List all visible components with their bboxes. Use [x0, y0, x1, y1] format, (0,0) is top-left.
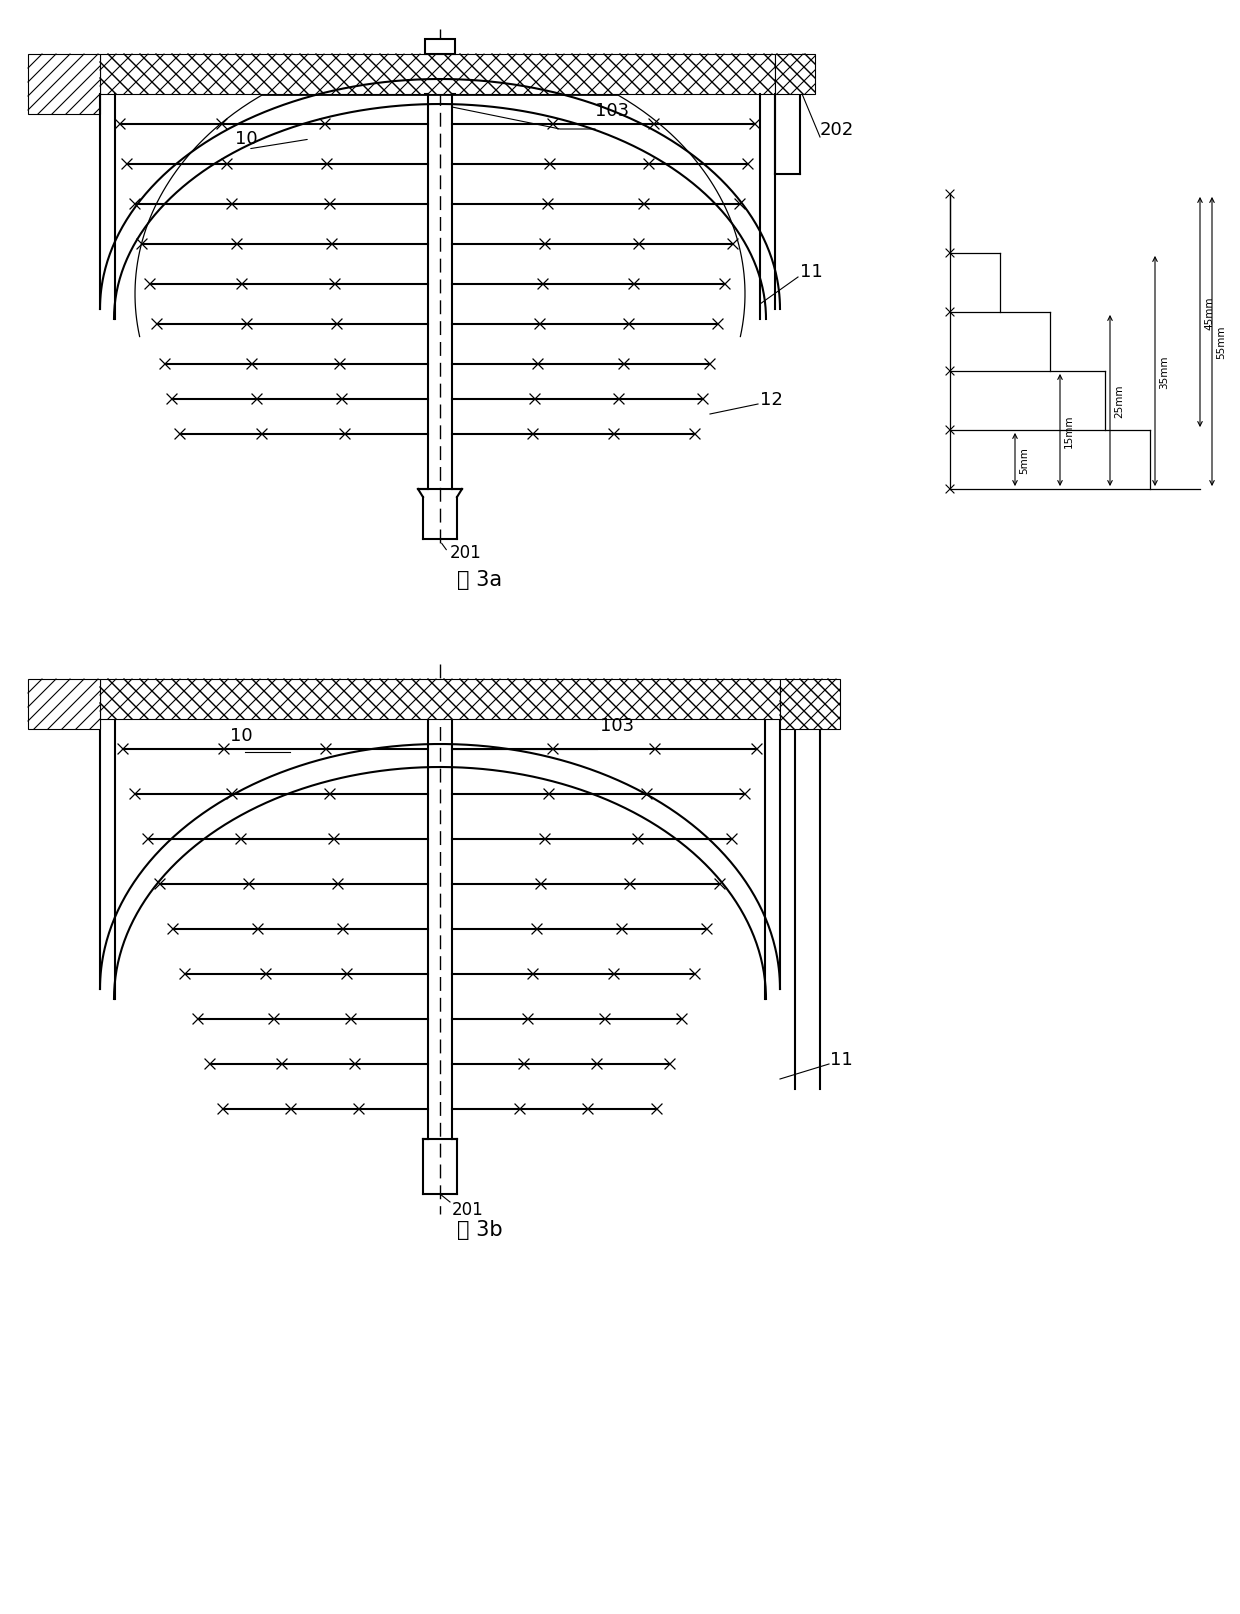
Text: 202: 202	[820, 121, 854, 139]
Text: 10: 10	[236, 129, 258, 148]
Text: 201: 201	[450, 544, 482, 562]
Text: 图 3b: 图 3b	[458, 1219, 502, 1240]
Text: 103: 103	[595, 102, 629, 119]
Text: 11: 11	[830, 1051, 853, 1068]
Bar	[775, 55, 815, 95]
Text: 图 3a: 图 3a	[458, 570, 502, 589]
Text: 12: 12	[760, 391, 782, 408]
Text: 11: 11	[800, 263, 823, 281]
Text: 10: 10	[229, 726, 253, 744]
Bar	[100, 679, 780, 720]
Bar	[29, 679, 100, 730]
Text: 15mm: 15mm	[1064, 415, 1074, 447]
Bar	[100, 55, 775, 95]
Text: 103: 103	[600, 717, 634, 734]
Bar	[780, 679, 839, 730]
Text: 45mm: 45mm	[1204, 295, 1214, 329]
Bar	[425, 40, 455, 55]
Text: 35mm: 35mm	[1159, 355, 1169, 389]
Text: 25mm: 25mm	[1114, 384, 1123, 418]
Bar	[29, 55, 100, 115]
Text: 55mm: 55mm	[1216, 326, 1226, 358]
Text: 201: 201	[453, 1201, 484, 1219]
Text: 5mm: 5mm	[1019, 447, 1029, 473]
